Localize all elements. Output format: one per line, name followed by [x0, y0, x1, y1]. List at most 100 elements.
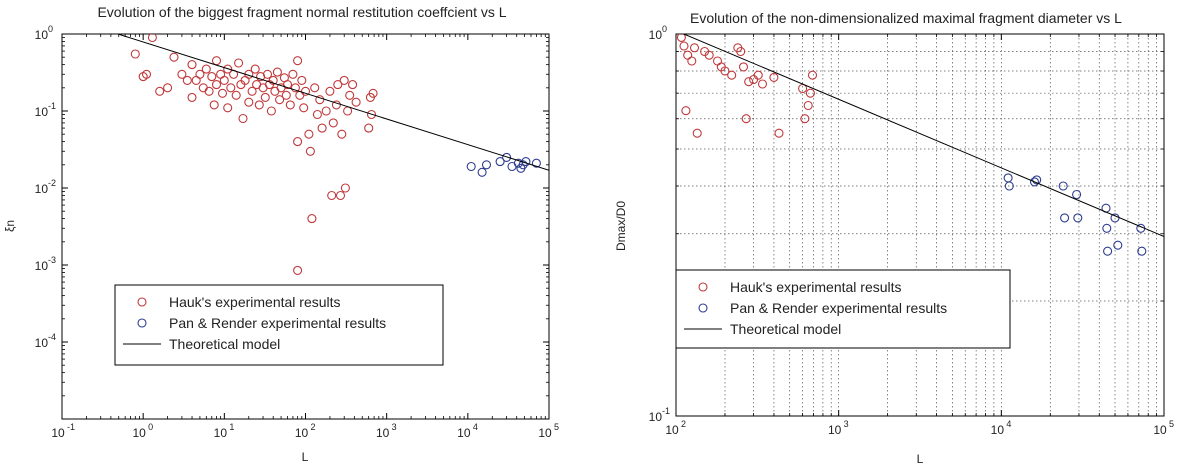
legend-box — [675, 269, 1011, 349]
data-point — [201, 64, 211, 74]
x-tick-label: 10 — [132, 426, 146, 440]
x-tick-exponent: 0 — [148, 422, 153, 432]
series-2 — [1003, 173, 1147, 256]
legend-entry-label: Theoretical model — [169, 336, 280, 352]
data-point — [317, 123, 327, 133]
y-tick-exponent: -1 — [48, 101, 56, 111]
x-tick-exponent: 1 — [229, 422, 234, 432]
data-point — [681, 106, 691, 116]
data-point — [216, 69, 226, 79]
data-point — [466, 161, 476, 172]
data-point — [155, 86, 165, 96]
data-point — [217, 88, 228, 98]
y-tick-exponent: -2 — [48, 178, 56, 188]
data-point — [250, 64, 260, 74]
data-point — [331, 100, 341, 110]
data-point — [340, 183, 350, 193]
series-1 — [130, 34, 378, 224]
data-point — [293, 137, 303, 147]
data-point — [495, 157, 505, 167]
legend-entry-label: Theoretical model — [730, 321, 841, 337]
data-point — [297, 75, 307, 85]
data-point — [219, 75, 229, 85]
data-point — [1102, 223, 1112, 233]
data-point — [281, 90, 291, 100]
data-point — [741, 114, 751, 124]
data-point — [712, 56, 723, 66]
data-point — [689, 43, 700, 53]
data-point — [366, 109, 377, 120]
data-point — [260, 92, 270, 102]
data-point — [272, 67, 282, 77]
data-point — [343, 106, 353, 116]
y-tick-exponent: -3 — [48, 255, 56, 265]
data-point — [1060, 213, 1070, 223]
legend: Hauk's experimental results Pan & Render … — [675, 269, 1011, 349]
data-point — [275, 95, 285, 105]
data-point — [345, 90, 355, 100]
data-point — [348, 80, 358, 90]
plot-frame — [675, 33, 1165, 417]
data-point — [744, 77, 754, 87]
data-point — [327, 190, 337, 201]
x-tick-exponent: 5 — [554, 422, 559, 432]
y-axis-label: Dmax/D0 — [614, 201, 628, 251]
data-point — [310, 83, 320, 93]
data-point — [285, 100, 295, 110]
data-point — [1003, 173, 1013, 183]
data-point — [182, 75, 192, 85]
data-point — [337, 129, 347, 139]
y-tick-exponent: 0 — [48, 24, 53, 34]
x-tick-exponent: -1 — [67, 422, 75, 432]
legend-marker-swatch — [137, 318, 147, 328]
data-point — [187, 60, 197, 70]
legend-entry-label: Hauk's experimental results — [169, 294, 341, 310]
data-point — [757, 79, 768, 89]
grid — [676, 34, 1164, 416]
data-point — [195, 69, 205, 79]
data-point — [692, 128, 702, 138]
x-tick-label: 10 — [1153, 423, 1167, 437]
data-point — [207, 72, 217, 82]
x-tick-label: 10 — [828, 423, 842, 437]
data-point — [477, 167, 487, 177]
data-point — [1113, 240, 1123, 250]
data-point — [288, 69, 298, 79]
data-point — [325, 86, 335, 96]
series-1 — [676, 34, 818, 138]
x-tick-exponent: 3 — [392, 422, 397, 432]
axis-ticks — [61, 33, 550, 419]
data-point — [163, 83, 173, 93]
data-point — [1103, 246, 1113, 256]
x-axis-label: L — [302, 450, 309, 464]
data-point — [805, 88, 815, 98]
data-point — [803, 100, 813, 111]
x-tick-label: 10 — [991, 423, 1005, 437]
data-point — [774, 128, 784, 138]
y-tick-label: 10 — [35, 105, 49, 119]
data-point — [300, 86, 311, 96]
data-point — [315, 95, 325, 105]
x-tick-label: 10 — [51, 426, 65, 440]
data-point — [282, 80, 293, 90]
axis-ticks — [675, 33, 1165, 417]
data-point — [169, 52, 179, 62]
data-point — [293, 265, 303, 275]
data-point — [244, 97, 254, 107]
data-point — [247, 86, 257, 96]
x-tick-label: 10 — [214, 426, 228, 440]
data-point — [187, 92, 197, 102]
y-tick-label: 10 — [35, 336, 49, 350]
data-point — [268, 75, 278, 85]
legend-marker-swatch — [698, 303, 708, 313]
x-axis-label: L — [917, 452, 924, 466]
data-point — [211, 56, 222, 66]
data-point — [679, 41, 689, 51]
x-tick-exponent: 5 — [1169, 419, 1174, 429]
data-point — [481, 160, 492, 170]
chart-1: 10 -1 10 0 10 1 10 2 10 3 10 4 10 510 -410 -310 -210 -110… — [3, 4, 559, 464]
x-tick-exponent: 2 — [311, 422, 316, 432]
